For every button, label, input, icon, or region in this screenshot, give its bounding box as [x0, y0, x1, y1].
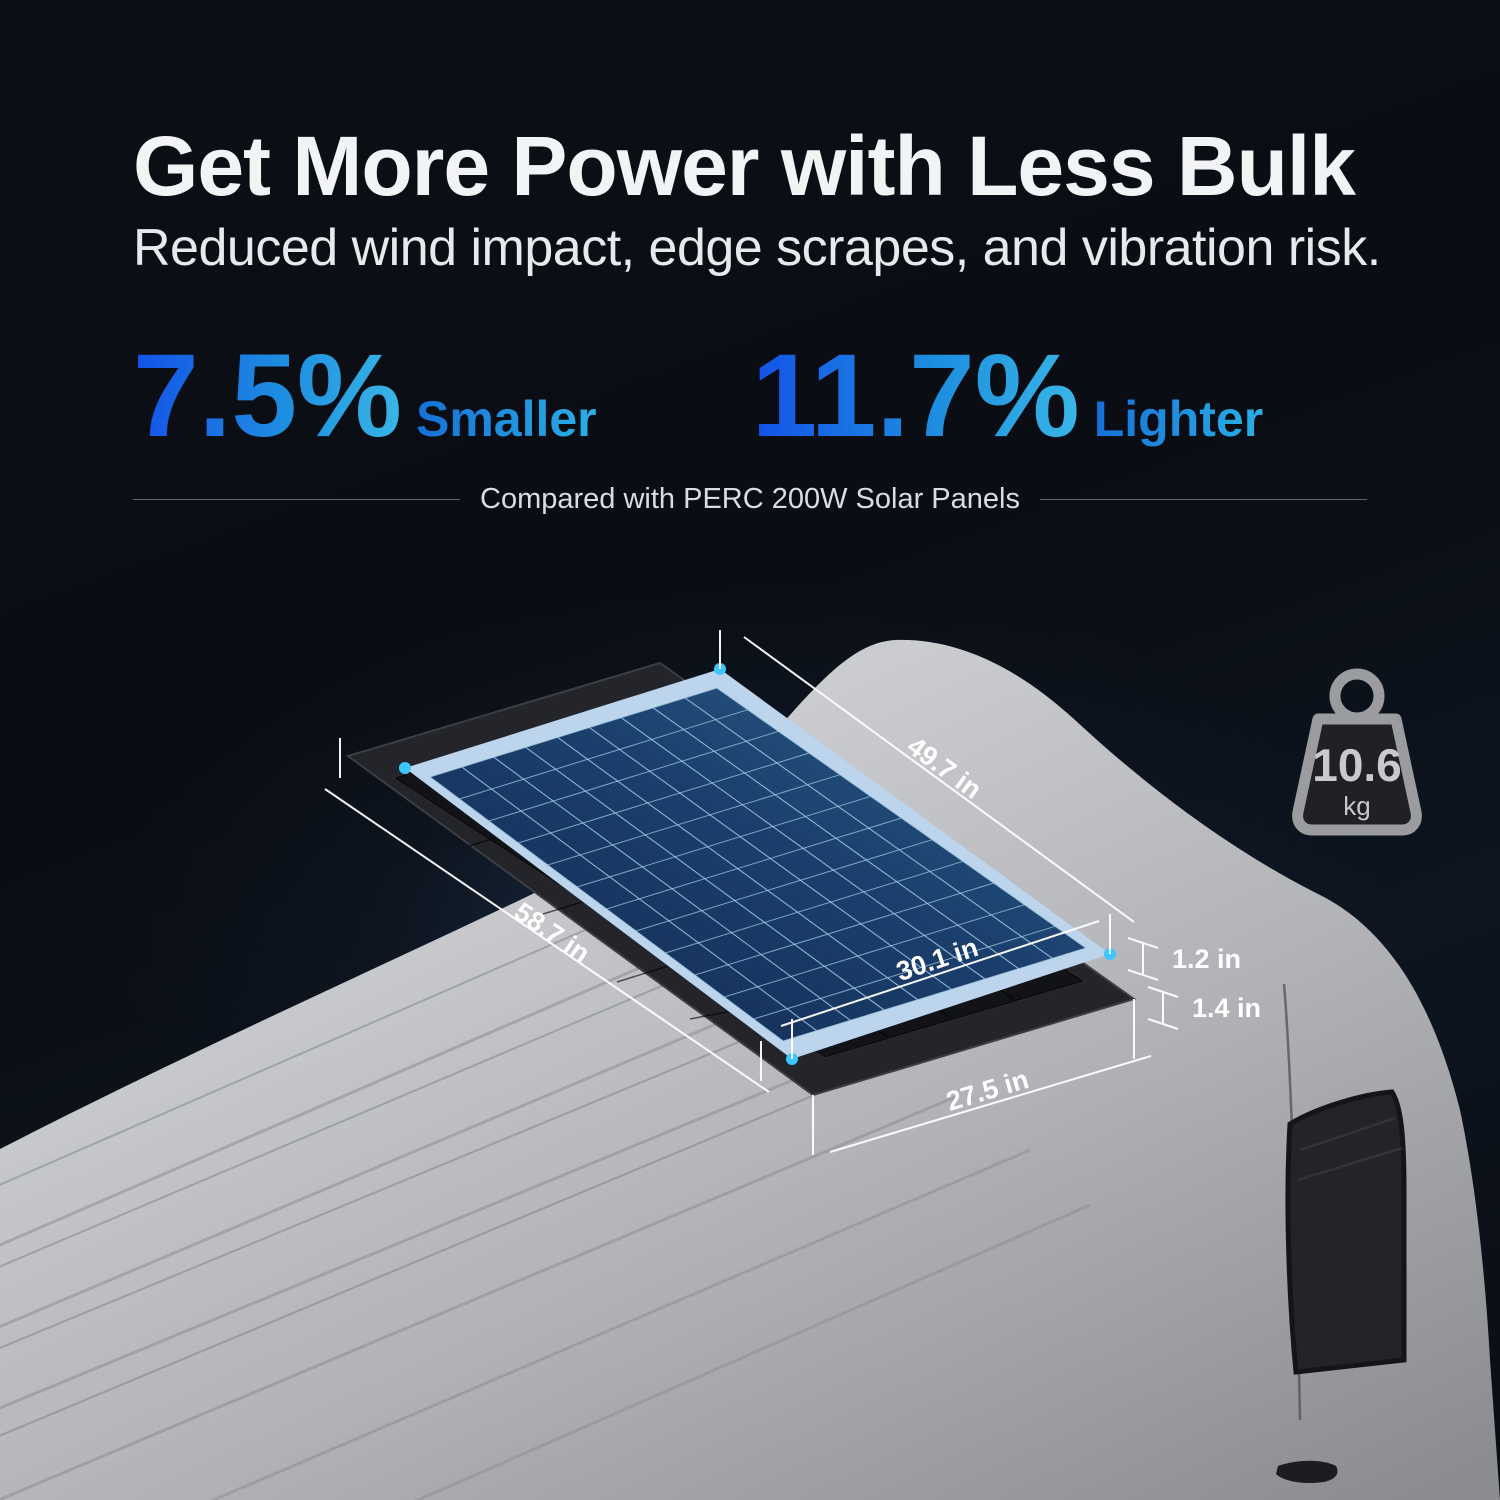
svg-text:1.2 in: 1.2 in	[1172, 944, 1241, 974]
svg-text:1.4 in: 1.4 in	[1192, 993, 1261, 1023]
svg-text:10.6: 10.6	[1312, 739, 1402, 791]
svg-text:kg: kg	[1343, 791, 1370, 821]
